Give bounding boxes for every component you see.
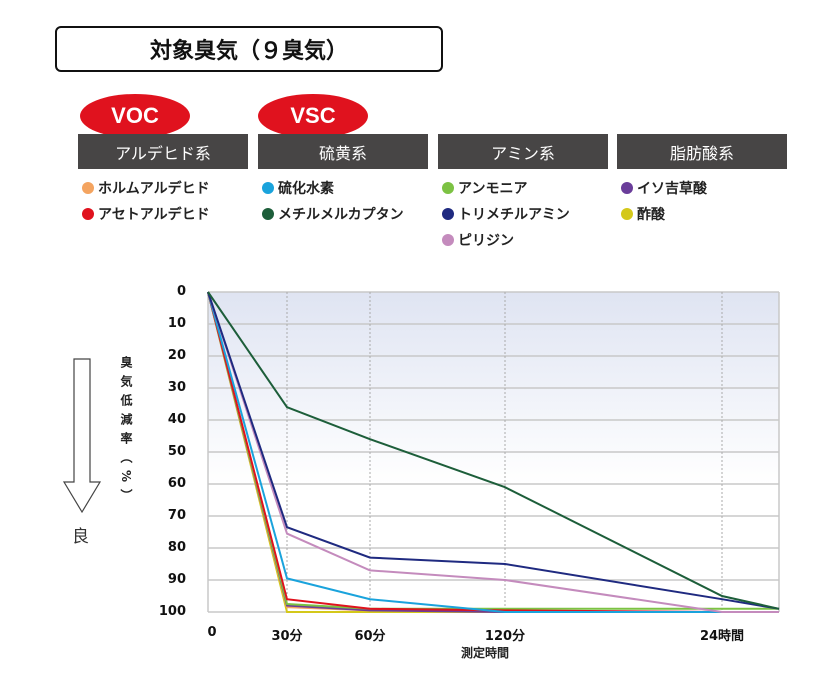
y-tick-label: 100	[158, 604, 186, 619]
legend-dot-icon	[82, 182, 94, 194]
legend-dot-icon	[442, 234, 454, 246]
y-axis-label: 臭気低減率（%）	[119, 356, 133, 509]
y-tick-label: 50	[167, 444, 186, 459]
series-line	[207, 291, 779, 613]
legend-dot-icon	[442, 208, 454, 220]
legend-label: アセトアルデヒド	[98, 207, 210, 223]
legend-dot-icon	[621, 208, 633, 220]
x-tick-label: 30分	[271, 629, 303, 644]
legend-label: メチルメルカプタン	[278, 207, 404, 223]
legend-label: 酢酸	[637, 207, 665, 223]
legend-label: アンモニア	[458, 181, 528, 197]
x-tick-label: 120分	[484, 629, 526, 644]
x-tick-label: 24時間	[699, 629, 745, 644]
legend-dot-icon	[262, 182, 274, 194]
legend-dot-icon	[442, 182, 454, 194]
y-tick-label: 30	[167, 380, 186, 395]
category-header: 脂肪酸系	[617, 134, 787, 169]
good-label: 良	[72, 527, 89, 547]
legend-label: 硫化水素	[278, 181, 334, 197]
legend-item: メチルメルカプタン	[262, 204, 404, 224]
y-tick-label: 90	[167, 572, 186, 587]
y-tick-label: 80	[167, 540, 186, 555]
y-tick-label: 10	[167, 316, 186, 331]
series-line	[207, 291, 780, 610]
legend-label: ホルムアルデヒド	[98, 181, 210, 197]
voc-badge: VOC	[80, 94, 190, 138]
series-line	[207, 291, 780, 610]
legend-item: アセトアルデヒド	[82, 204, 210, 224]
y-tick-label: 0	[176, 284, 186, 299]
category-header: 硫黄系	[258, 134, 428, 169]
x-tick-label: 0	[207, 625, 217, 640]
legend-label: トリメチルアミン	[458, 207, 570, 223]
y-tick-label: 20	[167, 348, 186, 363]
page-title: 対象臭気（９臭気）	[55, 26, 443, 72]
x-axis-label: 測定時間	[461, 646, 510, 660]
legend-dot-icon	[262, 208, 274, 220]
legend-item: ピリジン	[442, 230, 514, 250]
legend-dot-icon	[82, 208, 94, 220]
down-arrow-icon	[62, 358, 102, 514]
y-tick-label: 40	[167, 412, 186, 427]
y-tick-label: 70	[167, 508, 186, 523]
x-tick-label: 60分	[354, 629, 386, 644]
legend-label: ピリジン	[458, 233, 514, 249]
legend-item: アンモニア	[442, 178, 527, 198]
legend-item: 酢酸	[621, 204, 665, 224]
category-header: アミン系	[438, 134, 608, 169]
legend-item: イソ吉草酸	[621, 178, 707, 198]
legend-item: 硫化水素	[262, 178, 334, 198]
legend-dot-icon	[621, 182, 633, 194]
legend-label: イソ吉草酸	[637, 181, 707, 197]
legend-item: ホルムアルデヒド	[82, 178, 210, 198]
vsc-badge: VSC	[258, 94, 368, 138]
category-header: アルデヒド系	[78, 134, 248, 169]
y-tick-label: 60	[167, 476, 186, 491]
legend-item: トリメチルアミン	[442, 204, 570, 224]
